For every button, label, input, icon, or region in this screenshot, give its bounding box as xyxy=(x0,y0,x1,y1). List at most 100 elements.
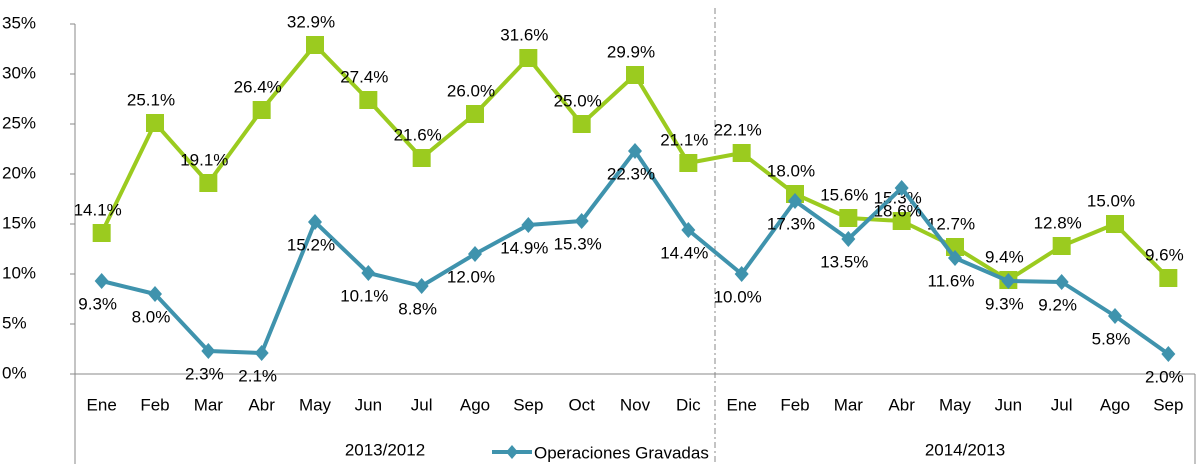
y-tick-label: 15% xyxy=(2,213,36,232)
data-label: 29.9% xyxy=(607,42,655,61)
data-label: 11.6% xyxy=(928,271,975,290)
marker xyxy=(466,105,484,123)
marker xyxy=(1161,346,1176,362)
data-label: 27.4% xyxy=(340,67,388,86)
marker xyxy=(788,193,802,209)
marker xyxy=(948,250,962,266)
x-tick-label: Nov xyxy=(620,395,651,414)
data-label: 21.6% xyxy=(394,125,442,144)
marker xyxy=(894,180,909,196)
data-label: 12.7% xyxy=(927,214,975,233)
x-tick-label: Abr xyxy=(888,395,915,414)
data-label: 5.8% xyxy=(1092,329,1131,348)
x-tick-label: Jul xyxy=(411,395,433,414)
data-label: 9.6% xyxy=(1145,245,1184,264)
marker xyxy=(201,343,216,359)
x-tick-label: Abr xyxy=(248,395,275,414)
data-label: 8.8% xyxy=(398,299,437,318)
marker xyxy=(148,286,162,302)
marker xyxy=(92,224,111,242)
marker xyxy=(572,115,591,133)
marker xyxy=(681,222,696,238)
marker xyxy=(359,91,378,109)
y-tick-label: 10% xyxy=(2,263,36,282)
marker xyxy=(679,154,698,172)
marker xyxy=(521,217,536,233)
data-label: 2.3% xyxy=(185,364,224,383)
y-tick-label: 0% xyxy=(2,363,27,382)
data-label: 9.2% xyxy=(1038,295,1077,314)
data-label: 22.3% xyxy=(607,164,655,183)
marker xyxy=(841,231,856,247)
marker xyxy=(732,144,751,162)
data-label: 17.3% xyxy=(767,214,815,233)
data-label: 32.9% xyxy=(287,12,335,31)
x-tick-label: Sep xyxy=(1153,395,1183,414)
marker xyxy=(308,214,322,230)
marker xyxy=(734,266,749,282)
marker xyxy=(468,246,482,262)
data-label: 15.0% xyxy=(1087,191,1135,210)
marker xyxy=(1108,308,1122,324)
x-tick-label: Mar xyxy=(834,395,864,414)
marker xyxy=(199,174,218,192)
x-tick-label: Ene xyxy=(727,395,757,414)
data-label: 2.1% xyxy=(238,366,277,385)
y-tick-label: 35% xyxy=(2,13,36,32)
marker xyxy=(1001,273,1016,289)
data-label: 25.0% xyxy=(554,91,602,110)
data-label: 13.5% xyxy=(820,252,868,271)
x-tick-label: Ene xyxy=(87,395,117,414)
y-tick-label: 5% xyxy=(2,313,27,332)
marker xyxy=(1052,237,1071,255)
x-group-label: 2013/2012 xyxy=(345,440,425,459)
data-label: 12.0% xyxy=(447,267,495,286)
marker xyxy=(892,212,911,230)
data-label: 15.3% xyxy=(554,234,602,253)
data-label: 18.6% xyxy=(874,201,922,220)
marker xyxy=(146,114,164,132)
data-label: 14.9% xyxy=(500,238,548,257)
data-label: 31.6% xyxy=(500,25,548,44)
x-tick-label: Ago xyxy=(460,395,490,414)
data-label: 15.2% xyxy=(287,235,335,254)
y-tick-label: 30% xyxy=(2,63,36,82)
marker xyxy=(628,143,642,159)
legend-label: Operaciones Gravadas xyxy=(534,443,709,462)
marker xyxy=(252,101,271,119)
data-label: 2.0% xyxy=(1145,367,1184,386)
marker xyxy=(94,273,109,289)
marker xyxy=(306,36,324,54)
marker xyxy=(839,209,858,227)
data-label: 26.0% xyxy=(447,81,495,100)
x-tick-label: May xyxy=(299,395,332,414)
y-tick-label: 20% xyxy=(2,163,36,182)
x-tick-label: Jun xyxy=(995,395,1022,414)
x-tick-label: Oct xyxy=(568,395,595,414)
data-label: 14.1% xyxy=(74,200,122,219)
marker xyxy=(574,213,589,229)
x-tick-label: Dic xyxy=(676,395,701,414)
data-label: 9.3% xyxy=(985,294,1024,313)
x-tick-label: Mar xyxy=(194,395,224,414)
data-label: 12.8% xyxy=(1034,213,1082,232)
data-label: 19.1% xyxy=(180,150,228,169)
data-label: 22.1% xyxy=(714,120,762,139)
x-tick-label: Feb xyxy=(780,395,809,414)
x-group-label: 2014/2013 xyxy=(925,440,1005,459)
data-label: 10.0% xyxy=(714,287,762,306)
data-label: 14.4% xyxy=(660,243,708,262)
x-tick-label: May xyxy=(939,395,972,414)
y-tick-label: 25% xyxy=(2,113,36,132)
marker xyxy=(626,66,644,84)
legend-marker xyxy=(506,445,518,459)
x-tick-label: Sep xyxy=(513,395,543,414)
marker xyxy=(414,278,429,294)
marker xyxy=(519,49,538,67)
x-tick-label: Feb xyxy=(140,395,169,414)
marker xyxy=(1159,269,1178,287)
data-label: 18.0% xyxy=(767,161,815,180)
marker xyxy=(361,265,376,281)
